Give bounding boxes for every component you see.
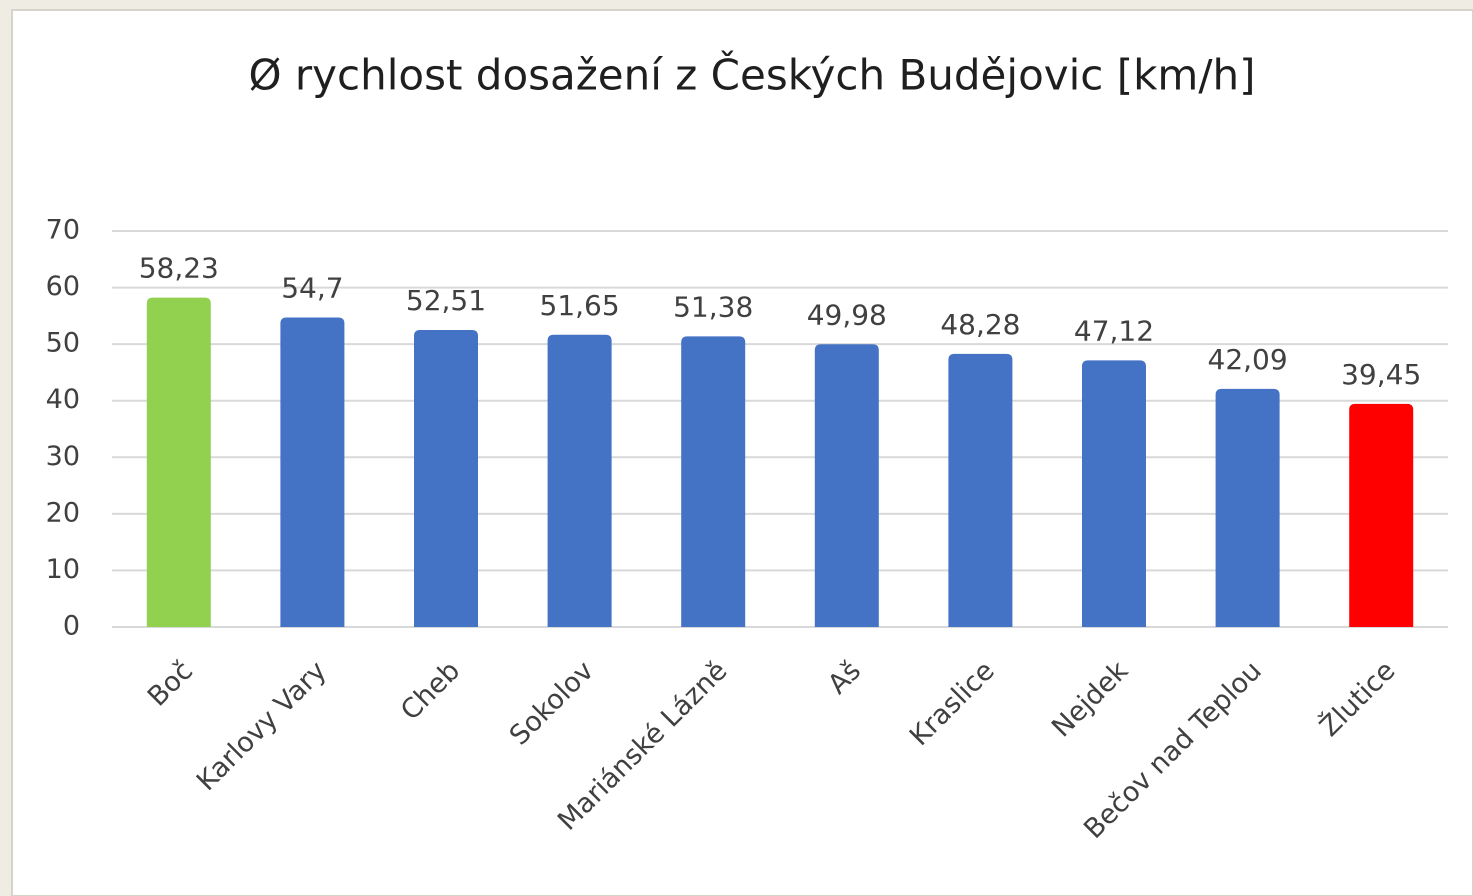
y-tick-label: 20: [46, 497, 80, 528]
bar: [814, 344, 879, 627]
data-label: 51,38: [673, 290, 753, 323]
y-tick-label: 10: [46, 554, 80, 585]
bar: [1349, 403, 1414, 627]
data-label: 52,51: [406, 284, 486, 317]
y-tick-label: 70: [46, 215, 80, 246]
bar: [547, 334, 612, 627]
bar: [146, 297, 211, 627]
y-tick-label: 40: [46, 384, 80, 415]
y-tick-label: 50: [46, 328, 80, 359]
y-tick-label: 30: [46, 441, 80, 472]
data-label: 49,98: [807, 298, 887, 331]
bar: [280, 317, 345, 627]
data-label: 39,45: [1341, 358, 1421, 391]
data-label: 42,09: [1208, 343, 1288, 376]
data-label: 58,23: [139, 252, 219, 285]
data-label: 51,65: [540, 289, 620, 322]
y-tick-label: 60: [46, 271, 80, 302]
data-label: 47,12: [1074, 314, 1154, 347]
bar: [681, 336, 746, 627]
bar: [1082, 360, 1146, 627]
bar: [414, 329, 478, 627]
data-label: 48,28: [940, 308, 1020, 341]
bar: [1215, 388, 1280, 627]
data-label: 54,7: [281, 272, 343, 305]
bar: [948, 353, 1013, 627]
y-tick-label: 0: [63, 611, 80, 642]
chart-title: Ø rychlost dosažení z Českých Budějovic …: [248, 50, 1255, 100]
